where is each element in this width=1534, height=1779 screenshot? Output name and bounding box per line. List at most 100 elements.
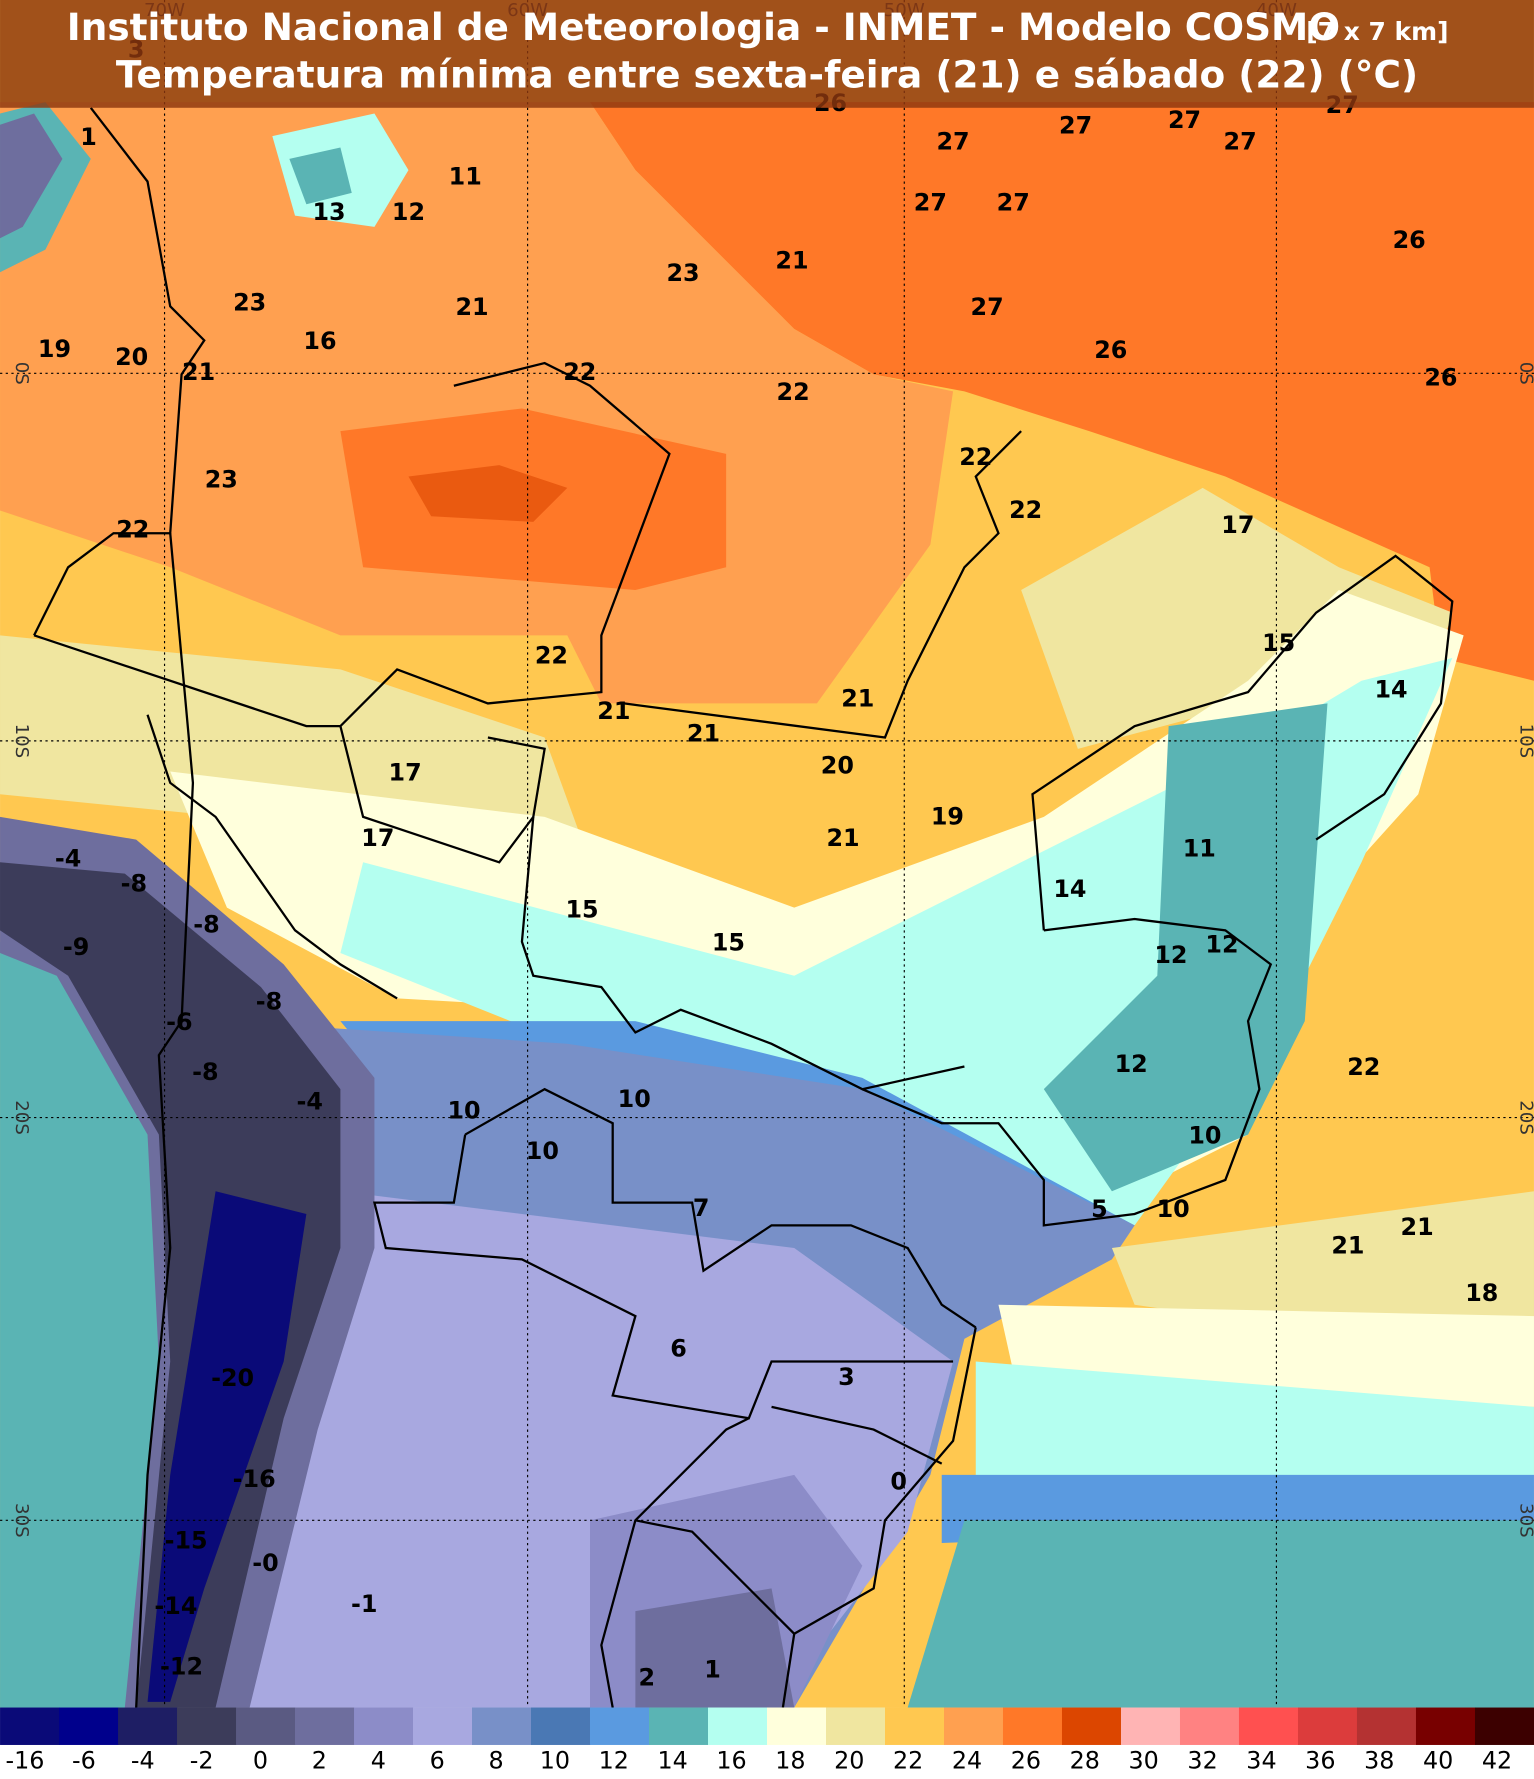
colorbar: -16 -6 -4 -2 0 2 4 6 8 10 12 14 16 18 20 22 24 26 28 30 32 34… (0, 1707, 1534, 1774)
colorbar-tick-label: 16 (716, 1746, 746, 1774)
colorbar-tick-label: -16 (6, 1746, 45, 1774)
temperature-label: -15 (165, 1526, 208, 1554)
temperature-label: 17 (361, 824, 394, 852)
temperature-label: 0 (890, 1467, 907, 1495)
temperature-label: 12 (392, 198, 425, 226)
temperature-label: -4 (55, 845, 81, 873)
temperature-label: 23 (666, 259, 699, 287)
map-subtitle: Temperatura mínima entre sexta-feira (21… (116, 53, 1418, 97)
colorbar-swatch (1002, 1707, 1063, 1745)
colorbar-tick-label: 32 (1187, 1746, 1217, 1774)
temperature-label: 27 (1059, 112, 1092, 140)
colorbar-swatch (118, 1707, 178, 1745)
colorbar-tick-label: 26 (1011, 1746, 1041, 1774)
latitude-label: 20S (11, 1100, 32, 1135)
colorbar-swatch (236, 1707, 296, 1745)
temperature-label: 15 (1262, 629, 1295, 657)
temperature-label: 21 (1331, 1231, 1364, 1259)
temperature-label: -6 (166, 1008, 192, 1036)
colorbar-swatch (884, 1707, 945, 1745)
temperature-label: 1 (80, 123, 97, 151)
temperature-label: -12 (160, 1652, 203, 1680)
temperature-label: 10 (618, 1085, 651, 1113)
temperature-label: 21 (455, 293, 488, 321)
colorbar-tick-label: 40 (1423, 1746, 1453, 1774)
temperature-label: -0 (252, 1549, 278, 1577)
colorbar-swatch (767, 1707, 827, 1745)
colorbar-swatch (649, 1707, 709, 1745)
temperature-label: 21 (841, 685, 874, 713)
temperature-label: 22 (116, 515, 149, 543)
temperature-label: 12 (1205, 931, 1238, 959)
temperature-label: -16 (233, 1465, 276, 1493)
title-banner: Instituto Nacional de Meteorologia - INM… (0, 0, 1534, 108)
colorbar-swatch (354, 1707, 414, 1745)
latitude-label: 20S (1515, 1100, 1534, 1135)
colorbar-tick-label: 36 (1305, 1746, 1335, 1774)
temperature-label: 22 (959, 443, 992, 471)
colorbar-swatch (531, 1707, 591, 1745)
temperature-label: 18 (1465, 1279, 1498, 1307)
colorbar-swatch (1356, 1707, 1417, 1745)
colorbar-tick-label: 30 (1129, 1746, 1159, 1774)
colorbar-tick-label: 12 (599, 1746, 629, 1774)
temperature-label: 27 (971, 293, 1004, 321)
temperature-label: 16 (303, 327, 336, 355)
map-title: Instituto Nacional de Meteorologia - INM… (67, 5, 1340, 49)
colorbar-tick-label: 18 (775, 1746, 805, 1774)
colorbar-tick-label: 6 (430, 1746, 445, 1774)
colorbar-swatch (59, 1707, 119, 1745)
colorbar-tick-label: 28 (1070, 1746, 1100, 1774)
temperature-label: -8 (192, 1058, 218, 1086)
temperature-label: 14 (1053, 875, 1086, 903)
temperature-label: 17 (389, 758, 422, 786)
colorbar-swatch (825, 1707, 886, 1745)
colorbar-tick-label: 14 (658, 1746, 688, 1774)
temperature-label: 5 (1091, 1195, 1108, 1223)
temperature-label: -8 (121, 869, 147, 897)
colorbar-tick-label: 38 (1364, 1746, 1394, 1774)
temperature-label: 11 (449, 163, 482, 191)
temperature-label: 6 (670, 1335, 687, 1363)
temperature-label: 21 (687, 720, 720, 748)
colorbar-tick-label: 22 (893, 1746, 923, 1774)
latitude-label: 10S (1515, 724, 1534, 759)
latitude-label: 30S (11, 1503, 32, 1538)
colorbar-swatch (708, 1707, 768, 1745)
colorbar-swatch (1061, 1707, 1122, 1745)
colorbar-tick-label: 0 (253, 1746, 268, 1774)
temperature-label: 22 (1347, 1053, 1380, 1081)
temperature-label: 26 (1393, 226, 1426, 254)
temperature-label: 21 (597, 697, 630, 725)
temperature-label: 27 (914, 189, 947, 217)
colorbar-tick-label: -2 (190, 1746, 214, 1774)
temperature-label: 3 (838, 1363, 855, 1391)
colorbar-swatch (1297, 1707, 1358, 1745)
colorbar-tick-label: 8 (488, 1746, 503, 1774)
colorbar-swatch (0, 1707, 60, 1745)
temperature-label: -4 (297, 1087, 323, 1115)
temperature-label: 10 (526, 1137, 559, 1165)
temperature-label: 11 (1183, 834, 1216, 862)
colorbar-swatch (472, 1707, 532, 1745)
colorbar-tick-label: 4 (371, 1746, 386, 1774)
temperature-field (0, 0, 1534, 1708)
latitude-label: 0S (1515, 362, 1534, 385)
colorbar-tick-label: 10 (540, 1746, 570, 1774)
temperature-label: -1 (351, 1590, 377, 1618)
temperature-label: 17 (1221, 511, 1254, 539)
temperature-label: -20 (211, 1364, 254, 1392)
map-title-note: [7 x 7 km] (1306, 17, 1448, 46)
temperature-label: 1 (704, 1656, 721, 1684)
banner (0, 0, 1534, 108)
temperature-label: 10 (448, 1096, 481, 1124)
temperature-label: 20 (821, 751, 854, 779)
temperature-label: 27 (997, 189, 1030, 217)
colorbar-swatch (1415, 1707, 1476, 1745)
temperature-label: 19 (38, 335, 71, 363)
temperature-label: -8 (193, 910, 219, 938)
colorbar-tick-label: 2 (312, 1746, 327, 1774)
temperature-label: -9 (63, 933, 89, 961)
colorbar-tick-label: 24 (952, 1746, 982, 1774)
